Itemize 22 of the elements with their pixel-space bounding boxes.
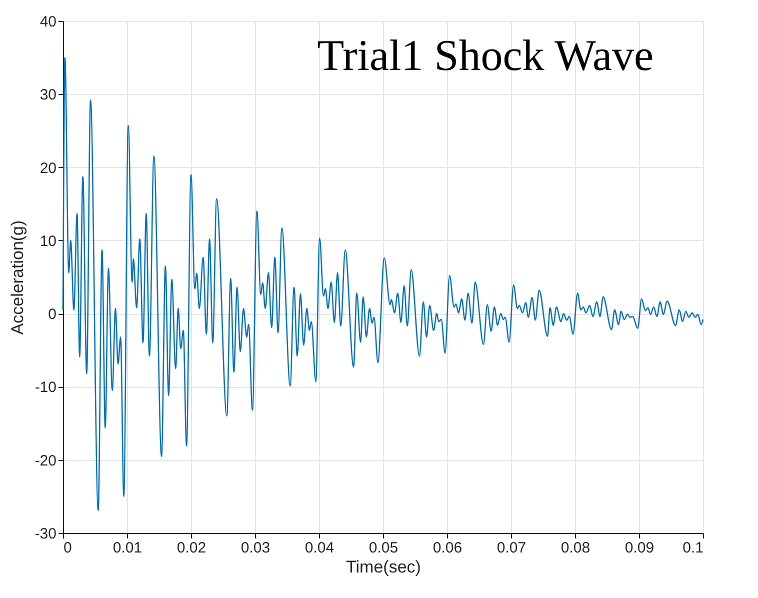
y-tick-label: -10 (34, 379, 56, 396)
x-axis-title: Time(sec) (346, 558, 421, 576)
x-tick-label: 0.09 (624, 540, 654, 556)
y-axis-title: Acceleration(g) (8, 220, 27, 335)
x-tick-label: 0.1 (682, 540, 704, 556)
y-tick-label: 30 (40, 86, 56, 104)
x-tick-label: 0.01 (112, 540, 142, 556)
x-tick-label: 0.08 (560, 540, 590, 556)
x-tick-label: 0.02 (176, 540, 206, 556)
x-tick-label: 0.06 (432, 540, 462, 556)
chart-title: Trial1 Shock Wave (317, 31, 654, 80)
x-tick-label: 0.05 (368, 540, 398, 556)
x-tick-label: 0 (64, 540, 72, 556)
x-tick-label: 0.04 (304, 540, 334, 556)
y-tick-label: 10 (40, 232, 56, 250)
y-tick-label: 0 (48, 306, 56, 324)
y-tick-label: -30 (34, 526, 56, 542)
y-tick-label: 20 (40, 160, 56, 177)
x-tick-label: 0.07 (496, 540, 526, 556)
y-tick-label: -20 (34, 452, 56, 470)
y-tick-label: 40 (40, 14, 56, 30)
x-tick-label: 0.03 (240, 540, 270, 556)
